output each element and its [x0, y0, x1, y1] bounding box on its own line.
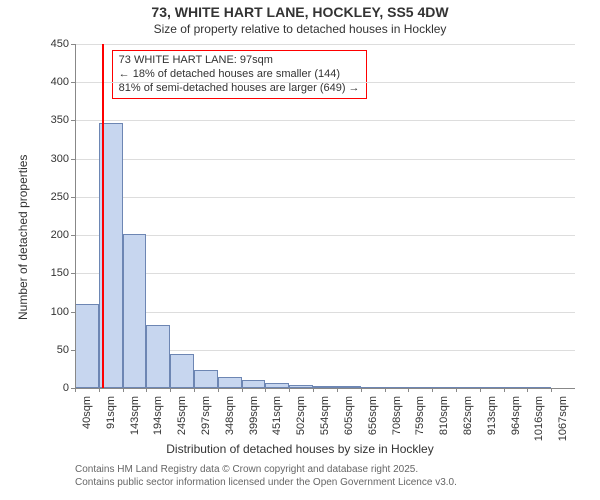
gridline [75, 235, 575, 236]
gridline [75, 159, 575, 160]
annotation-line2: 81% of semi-detached houses are larger (… [119, 82, 360, 96]
x-tick: 656sqm [367, 396, 379, 442]
y-tick: 400 [33, 76, 69, 88]
gridline [75, 273, 575, 274]
footer-line2: Contains public sector information licen… [75, 477, 457, 488]
x-tick: 143sqm [129, 396, 141, 442]
gridline [75, 120, 575, 121]
x-axis-label: Distribution of detached houses by size … [0, 442, 600, 456]
x-tick: 40sqm [81, 396, 93, 442]
gridline [75, 82, 575, 83]
annotation-line1: ← 18% of detached houses are smaller (14… [119, 68, 360, 82]
y-tick: 100 [33, 306, 69, 318]
histogram-bar [170, 354, 194, 388]
x-tick: 964sqm [510, 396, 522, 442]
x-tick: 1067sqm [557, 396, 569, 442]
annotation-heading: 73 WHITE HART LANE: 97sqm [119, 54, 360, 68]
annotation-box: 73 WHITE HART LANE: 97sqm ← 18% of detac… [112, 50, 367, 99]
x-tick: 862sqm [462, 396, 474, 442]
y-tick: 0 [33, 382, 69, 394]
y-axis-label: Number of detached properties [16, 155, 30, 320]
histogram-bar [194, 370, 218, 388]
y-axis [75, 44, 76, 388]
y-tick: 200 [33, 229, 69, 241]
chart-subtitle: Size of property relative to detached ho… [0, 22, 600, 36]
histogram-bar [242, 380, 266, 388]
x-tick: 1016sqm [533, 396, 545, 442]
x-tick: 194sqm [152, 396, 164, 442]
histogram-bar [218, 377, 242, 388]
y-tick: 450 [33, 38, 69, 50]
chart-title: 73, WHITE HART LANE, HOCKLEY, SS5 4DW [0, 4, 600, 20]
x-tick: 554sqm [319, 396, 331, 442]
x-tick: 399sqm [248, 396, 260, 442]
marker-line [102, 44, 104, 388]
gridline [75, 197, 575, 198]
x-tick: 759sqm [414, 396, 426, 442]
y-tick: 350 [33, 114, 69, 126]
x-axis [75, 388, 575, 389]
gridline [75, 312, 575, 313]
x-tick: 605sqm [343, 396, 355, 442]
y-tick: 250 [33, 191, 69, 203]
histogram-bar [75, 304, 99, 388]
y-tick: 300 [33, 153, 69, 165]
x-tick: 708sqm [391, 396, 403, 442]
x-tick: 913sqm [486, 396, 498, 442]
x-tick: 810sqm [438, 396, 450, 442]
chart-root: { "title_line1": "73, WHITE HART LANE, H… [0, 0, 600, 500]
y-tick: 50 [33, 344, 69, 356]
x-tick: 348sqm [224, 396, 236, 442]
x-tick: 91sqm [105, 396, 117, 442]
x-tick: 451sqm [271, 396, 283, 442]
x-tick: 297sqm [200, 396, 212, 442]
gridline [75, 44, 575, 45]
histogram-bar [123, 234, 147, 388]
x-tick: 245sqm [176, 396, 188, 442]
histogram-bar [146, 325, 170, 388]
footer-line1: Contains HM Land Registry data © Crown c… [75, 464, 418, 475]
x-tick: 502sqm [295, 396, 307, 442]
y-tick: 150 [33, 267, 69, 279]
